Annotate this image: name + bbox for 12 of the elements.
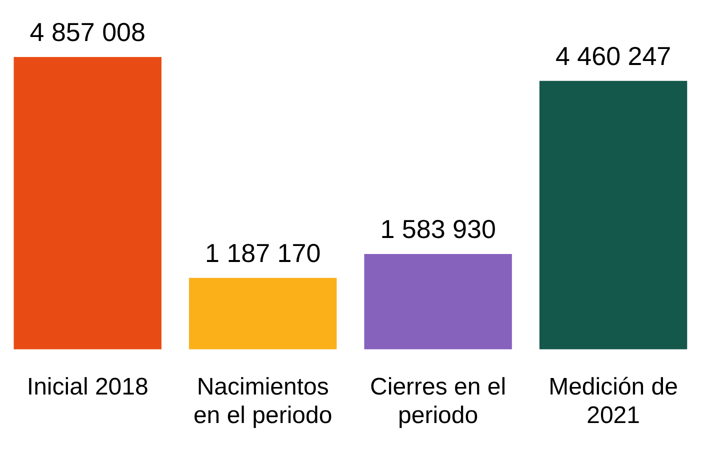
data-label: 1 187 170 xyxy=(205,238,321,268)
x-tick-label: Inicial 2018 xyxy=(26,373,148,400)
bar xyxy=(364,254,512,350)
data-label: 4 460 247 xyxy=(555,41,672,72)
bar xyxy=(188,278,337,350)
data-label: 4 857 008 xyxy=(30,17,146,48)
x-tick-label: Nacimientos en el periodo xyxy=(193,373,332,430)
data-label: 1 583 930 xyxy=(380,214,496,244)
x-tick-label: Medición de 2021 xyxy=(548,373,678,430)
x-tick-label: Cierres en el periodo xyxy=(370,373,506,430)
bar xyxy=(539,80,688,350)
bar xyxy=(14,57,162,350)
